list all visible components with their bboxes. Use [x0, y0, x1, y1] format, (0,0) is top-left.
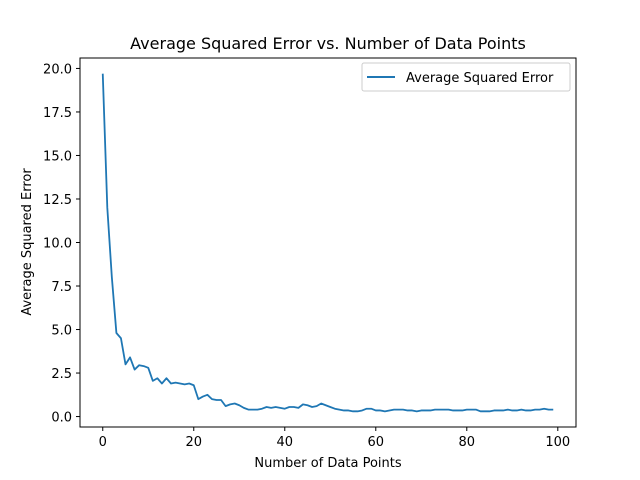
y-tick-label: 12.5: [43, 193, 72, 208]
plot-area: [101, 73, 554, 413]
legend-box: [361, 62, 571, 92]
y-tick-label: 10.0: [43, 237, 72, 252]
y-tick-label: 2.5: [51, 367, 72, 382]
y-tick-label: 17.5: [43, 106, 72, 121]
x-axis-label: Number of Data Points: [254, 456, 401, 471]
x-tick-label: 20: [185, 435, 202, 450]
y-axis: 0.0 2.5 5.0 7.5 10.0 12.5 15.0 17.5 20.0: [43, 62, 80, 426]
y-tick-label: 5.0: [51, 324, 72, 339]
x-tick-label: 80: [459, 435, 476, 450]
y-tick-label: 7.5: [51, 280, 72, 295]
y-axis-label: Average Squared Error: [20, 168, 35, 316]
chart-title: Average Squared Error vs. Number of Data…: [130, 34, 526, 53]
x-tick-label: 0: [99, 435, 107, 450]
legend-entry-label: Average Squared Error: [406, 71, 554, 86]
y-tick-label: 20.0: [43, 62, 72, 77]
x-tick-label: 100: [545, 435, 570, 450]
y-tick-label: 0.0: [51, 411, 72, 426]
x-tick-label: 40: [276, 435, 293, 450]
legend: Average Squared Error: [361, 62, 571, 92]
y-tick-label: 15.0: [43, 149, 72, 164]
x-axis: 0 20 40 60 80 100: [99, 427, 570, 450]
x-tick-label: 60: [368, 435, 385, 450]
series-line: [101, 73, 554, 413]
axes-frame: [79, 57, 577, 428]
